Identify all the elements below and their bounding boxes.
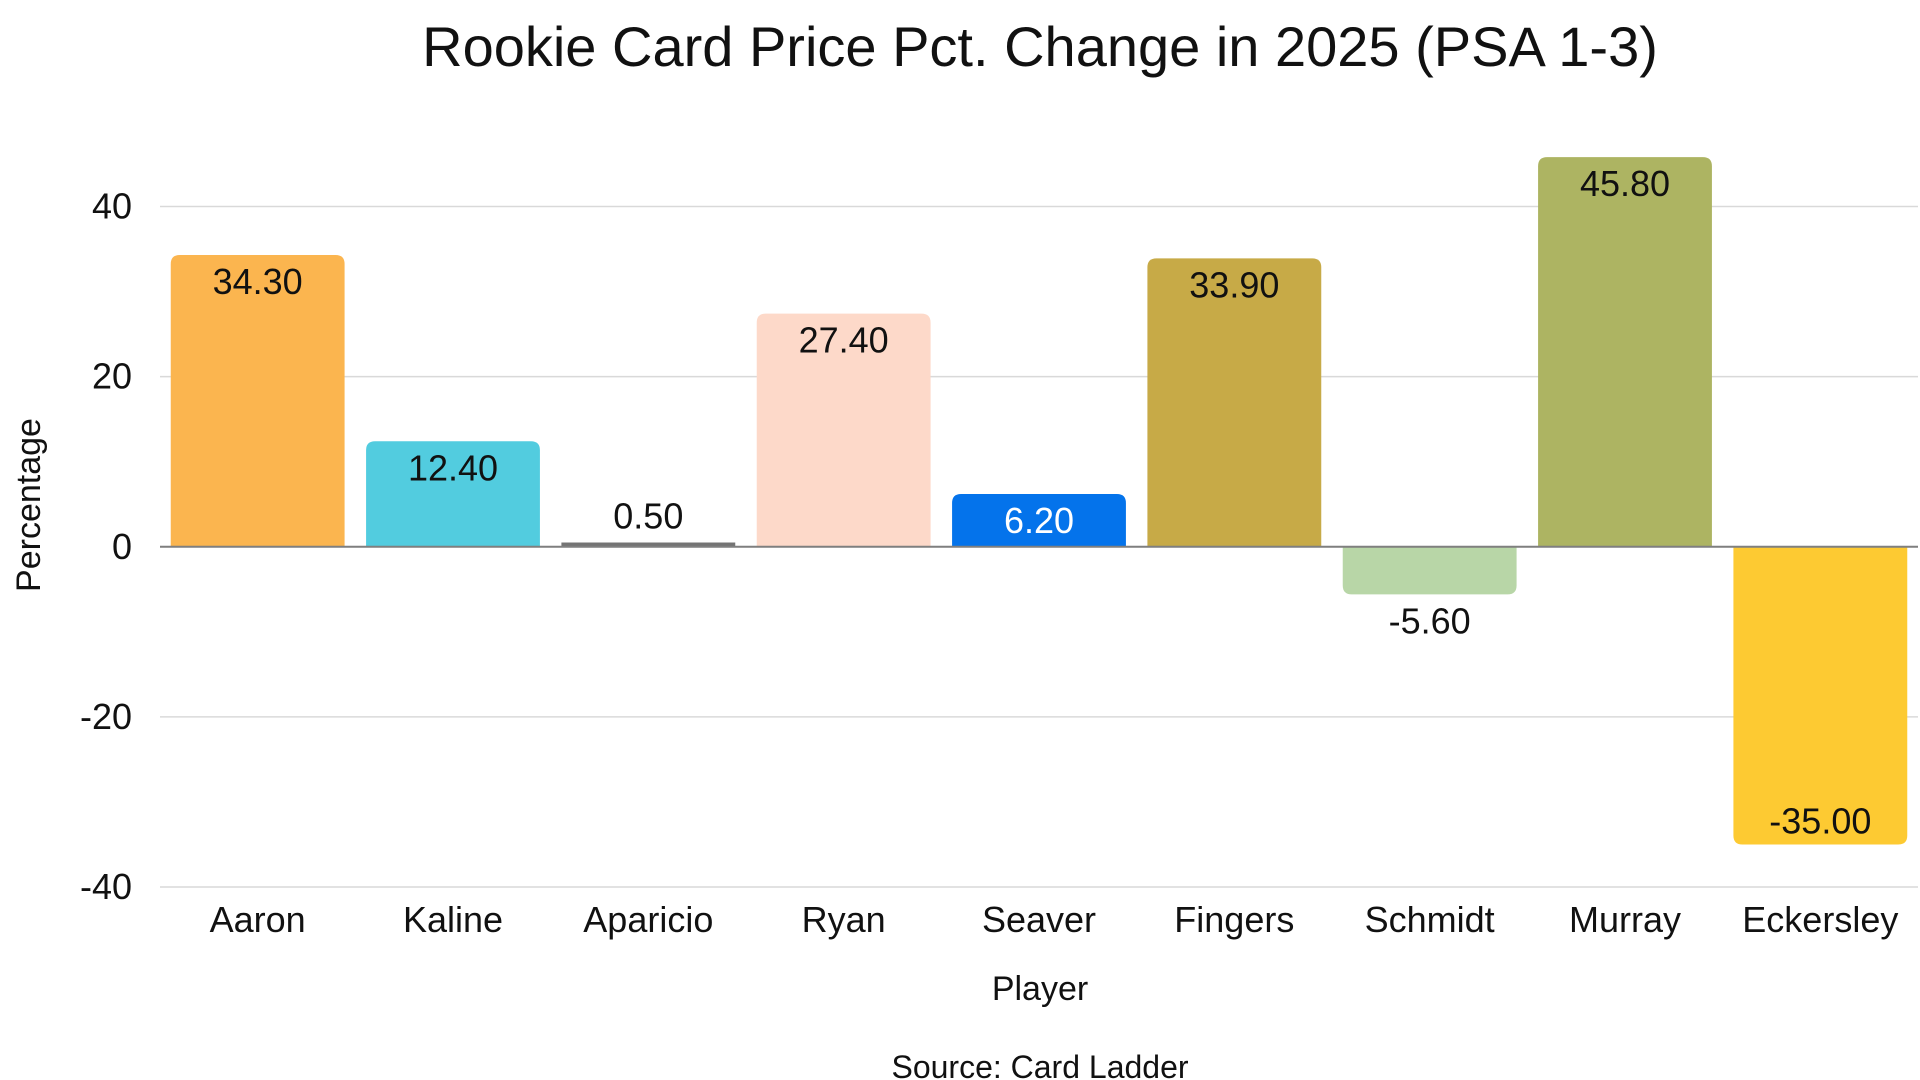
x-tick-label-fingers: Fingers bbox=[1174, 899, 1294, 940]
x-tick-label-schmidt: Schmidt bbox=[1365, 899, 1495, 940]
bar-kaline bbox=[366, 441, 540, 547]
bar-aaron bbox=[170, 254, 345, 547]
x-axis-title: Player bbox=[992, 970, 1088, 1008]
y-tick-label: 0 bbox=[112, 526, 132, 567]
x-tick-label-aaron: Aaron bbox=[210, 899, 306, 940]
bar-aparicio bbox=[561, 542, 736, 547]
bar-fingers bbox=[1147, 258, 1322, 547]
bar-seaver bbox=[952, 494, 1126, 547]
x-tick-label-ryan: Ryan bbox=[802, 899, 886, 940]
y-axis-ticks: 40 20 0 -20 -40 bbox=[80, 186, 132, 908]
source-note: Source: Card Ladder bbox=[891, 1049, 1188, 1080]
y-tick-label: 20 bbox=[92, 356, 132, 397]
x-tick-label-kaline: Kaline bbox=[403, 899, 503, 940]
x-tick-label-seaver: Seaver bbox=[982, 899, 1096, 940]
data-label-kaline: 12.40 bbox=[408, 447, 498, 488]
bar-murray bbox=[1538, 157, 1712, 547]
data-label-ryan: 27.40 bbox=[799, 320, 889, 361]
y-axis-title: Percentage bbox=[10, 418, 48, 592]
data-label-aparicio: 0.50 bbox=[613, 495, 683, 536]
bar-ryan bbox=[756, 313, 931, 547]
x-axis-category-labels: Aaron Kaline Aparicio Ryan Seaver Fingers Schm… bbox=[210, 899, 1899, 940]
bar-eckersley bbox=[1733, 546, 1908, 845]
data-label-eckersley: -35.00 bbox=[1769, 800, 1871, 841]
y-tick-label: -40 bbox=[80, 866, 132, 907]
x-tick-label-eckersley: Eckersley bbox=[1742, 899, 1898, 940]
y-tick-label: 40 bbox=[92, 186, 132, 227]
x-tick-label-aparicio: Aparicio bbox=[583, 899, 713, 940]
bar-schmidt bbox=[1342, 546, 1517, 595]
data-labels: 34.30 12.40 0.50 27.40 6.20 33.90 -5.60 45.80 -3… bbox=[213, 163, 1872, 841]
data-label-aaron: 34.30 bbox=[213, 261, 303, 302]
data-label-seaver: 6.20 bbox=[1004, 500, 1074, 541]
x-tick-label-murray: Murray bbox=[1569, 899, 1681, 940]
bars bbox=[170, 157, 1908, 845]
chart-title: Rookie Card Price Pct. Change in 2025 (P… bbox=[422, 15, 1658, 78]
data-label-murray: 45.80 bbox=[1580, 163, 1670, 204]
y-tick-label: -20 bbox=[80, 696, 132, 737]
data-label-fingers: 33.90 bbox=[1189, 264, 1279, 305]
data-label-schmidt: -5.60 bbox=[1389, 600, 1471, 641]
